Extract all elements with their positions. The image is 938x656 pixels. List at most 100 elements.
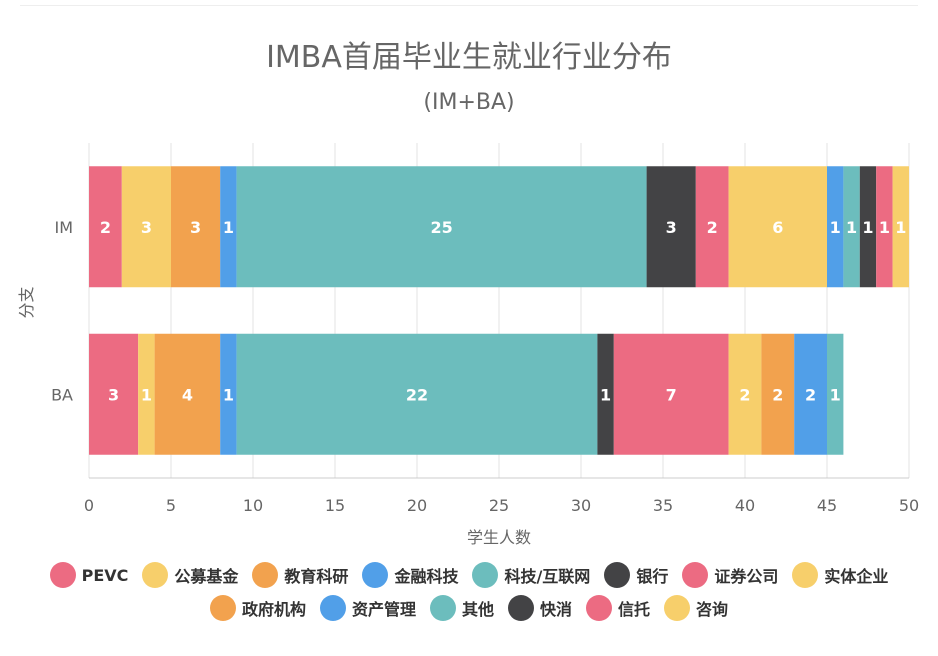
bar-segment [220, 166, 237, 288]
bar-segment [827, 166, 844, 288]
x-tick-label: 25 [489, 496, 509, 515]
bar-segment [89, 166, 122, 288]
legend-item[interactable]: 资产管理 [319, 595, 416, 621]
bar-segment [597, 333, 614, 455]
y-category-label: BA [51, 385, 73, 404]
bar-segment [236, 333, 598, 455]
bars: 2 3 3 1 25 3 2 6 1 1 1 1 13 1 4 1 22 1 7 2 2 2 1 [89, 166, 909, 455]
legend-item[interactable]: 快消 [508, 595, 572, 621]
bar-data-label: 6 [772, 218, 783, 237]
legend-label: 资产管理 [351, 600, 416, 619]
legend-item[interactable]: 政府机构 [209, 595, 306, 621]
top-divider [20, 5, 918, 6]
legend-item[interactable]: 其他 [429, 595, 494, 621]
legend-label: 教育科研 [284, 567, 349, 586]
bar-data-label: 1 [830, 385, 841, 404]
legend-label: 公募基金 [174, 567, 239, 586]
legend-label: 银行 [636, 567, 669, 586]
x-axis-title: 学生人数 [467, 528, 531, 547]
legend-label: 科技/互联网 [504, 567, 591, 586]
legend-label: 其他 [461, 600, 494, 619]
bar-data-label: 1 [223, 385, 234, 404]
bar-data-label: 3 [108, 385, 119, 404]
legend-swatch-icon [49, 562, 76, 588]
x-tick-label: 30 [571, 496, 591, 515]
bar-segment [794, 333, 827, 455]
bar-data-label: 1 [846, 218, 857, 237]
bar-data-label: 2 [707, 218, 718, 237]
x-tick-label: 35 [653, 496, 673, 515]
bar-segment [892, 166, 909, 288]
chart-title: IMBA首届毕业生就业行业分布 [266, 40, 672, 75]
x-tick-label: 0 [84, 496, 94, 515]
y-axis-title: 分支 [17, 286, 36, 318]
x-tick-label: 40 [735, 496, 755, 515]
bar-data-label: 1 [223, 218, 234, 237]
bar-segment [236, 166, 647, 288]
bar-segment [859, 166, 877, 288]
legend-row: 政府机构 资产管理 其他 快消 信托 咨询 [0, 595, 938, 621]
bar-segment [171, 166, 221, 288]
legend-swatch-icon [508, 595, 534, 621]
legend-label: 信托 [618, 600, 651, 619]
bar-data-label: 3 [141, 218, 152, 237]
legend-swatch-icon [604, 562, 631, 588]
legend-item[interactable]: 证券公司 [682, 562, 778, 588]
legend-item[interactable]: 银行 [604, 562, 668, 588]
legend-swatch-icon [792, 562, 819, 588]
legend-item[interactable]: 咨询 [664, 595, 728, 621]
legend-item[interactable]: PEVC [49, 562, 129, 588]
bar-data-label: 2 [772, 385, 783, 404]
legend-label: 政府机构 [241, 600, 306, 619]
x-tick-label: 45 [817, 496, 837, 515]
bar-data-label: 3 [666, 218, 677, 237]
legend-item[interactable]: 公募基金 [142, 562, 238, 588]
bar-data-label: 1 [141, 385, 152, 404]
legend-swatch-icon [682, 562, 709, 588]
bar-segment [89, 333, 139, 455]
legend-swatch-icon [664, 595, 691, 621]
legend-swatch-icon [472, 562, 499, 588]
legend-label: 金融科技 [394, 567, 459, 586]
legend-item[interactable]: 科技/互联网 [472, 562, 590, 588]
bar-chart: 2 3 3 1 25 3 2 6 1 1 1 1 13 1 4 1 22 1 7 2 2 2 1 0 5 10 15 20 25 30 3… [17, 143, 919, 547]
legend-item[interactable]: 教育科研 [252, 562, 348, 588]
legend-label: PEVC [81, 565, 129, 585]
bar-data-label: 25 [430, 218, 452, 237]
legend-label: 证券公司 [714, 567, 779, 586]
bar-data-label: 2 [805, 385, 816, 404]
legend-label: 快消 [540, 600, 573, 619]
bar-data-label: 3 [190, 218, 201, 237]
bar-segment [843, 166, 860, 288]
bar-segment [646, 166, 696, 288]
bar-segment [728, 166, 827, 288]
legend-item[interactable]: 金融科技 [362, 562, 458, 588]
legend-swatch-icon [319, 595, 346, 621]
bar-segment [613, 333, 729, 455]
legend-label: 咨询 [696, 600, 729, 619]
bar-segment [827, 333, 844, 455]
bar-data-label: 22 [406, 385, 428, 404]
bar-segment [695, 166, 729, 288]
chart-subtitle: (IM+BA) [423, 90, 515, 115]
legend-item[interactable]: 信托 [586, 595, 650, 621]
legend-item[interactable]: 实体企业 [792, 562, 888, 588]
bar-data-label: 7 [666, 385, 677, 404]
legend-swatch-icon [362, 562, 389, 588]
x-tick-label: 20 [407, 496, 427, 515]
legend-swatch-icon [252, 562, 279, 588]
bar-data-label: 1 [879, 218, 890, 237]
bar-segment [121, 166, 171, 288]
bar-data-label: 1 [830, 218, 841, 237]
legend-swatch-icon [586, 595, 613, 621]
legend-swatch-icon [142, 562, 169, 588]
legend-swatch-icon [209, 595, 236, 621]
x-tick-label: 50 [899, 496, 919, 515]
bar-data-label: 1 [862, 218, 873, 237]
bar-data-label: 4 [182, 385, 193, 404]
bar-segment [876, 166, 893, 288]
x-tick-label: 10 [243, 496, 263, 515]
bar-data-label: 1 [600, 385, 611, 404]
bar-segment [154, 333, 221, 455]
bar-segment [728, 333, 762, 455]
